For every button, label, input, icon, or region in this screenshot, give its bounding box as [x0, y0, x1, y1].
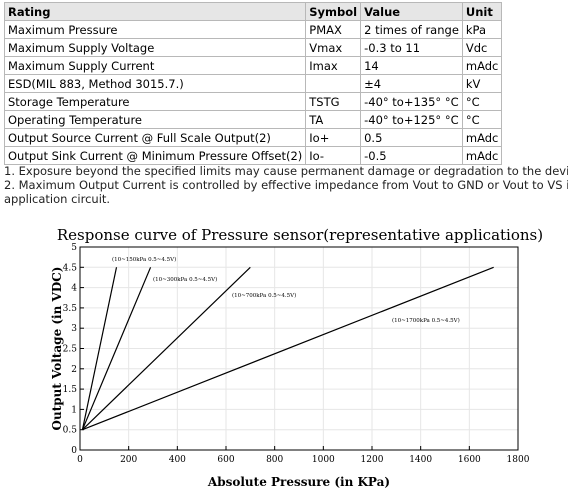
y-tick-label: 3 — [71, 324, 77, 334]
table-cell: PMAX — [305, 20, 362, 39]
plot-frame — [79, 246, 519, 451]
series-line — [82, 266, 494, 431]
x-tick-label: 800 — [266, 455, 283, 465]
table-cell: mAdc — [461, 128, 503, 147]
y-tick-label: 0.5 — [63, 426, 78, 436]
y-tick-label: 1.5 — [63, 385, 78, 395]
header-cell: Rating — [3, 2, 307, 21]
series-label: (10~1700kPa 0.5~4.5V) — [392, 317, 460, 324]
table-cell: °C — [461, 110, 503, 129]
series-line — [81, 267, 118, 430]
table-cell: -40° to+125° °C — [360, 110, 463, 129]
table-cell: Storage Temperature — [3, 92, 307, 111]
x-tick-label: 0 — [77, 455, 83, 465]
table-cell: 14 — [360, 56, 463, 75]
table-cell: Vdc — [461, 38, 503, 57]
y-tick-label: 2 — [71, 365, 77, 375]
table-row: Output Sink Current @ Minimum Pressure O… — [3, 146, 503, 165]
table-cell: Output Source Current @ Full Scale Outpu… — [3, 128, 307, 147]
table-row: Maximum Supply Voltage Vmax -0.3 to 11 Vdc — [3, 38, 503, 57]
table-cell: 0.5 — [360, 128, 463, 147]
y-tick-label: 4 — [71, 284, 77, 294]
table-cell: -0.5 — [360, 146, 463, 165]
table-cell: -0.3 to 11 — [360, 38, 463, 57]
table-cell: TSTG — [305, 92, 362, 111]
x-tick-label: 1800 — [507, 455, 530, 465]
series-label: (10~150kPa 0.5~4.5V) — [112, 256, 176, 263]
table-cell: °C — [461, 92, 503, 111]
ratings-table: Rating Symbol Value Unit Maximum Pressure PMA… — [3, 2, 503, 165]
note: 2. Maximum Output Current is controlled … — [4, 178, 568, 206]
header-cell: Symbol — [305, 2, 362, 21]
x-axis-label: Absolute Pressure (in KPa) — [207, 475, 390, 489]
y-tick-label: 3.5 — [63, 304, 78, 314]
header-cell: Unit — [461, 2, 503, 21]
table-cell: Maximum Supply Current — [3, 56, 307, 75]
table-cell: Vmax — [305, 38, 362, 57]
notes: 1. Exposure beyond the specified limits … — [4, 164, 568, 206]
x-tick-label: 1000 — [312, 455, 335, 465]
y-tick-label: 1 — [71, 405, 77, 415]
chart-title: Response curve of Pressure sensor(repres… — [57, 226, 543, 244]
table-row: ESD(MIL 883, Method 3015.7.) ±4 kV — [3, 74, 503, 93]
table-cell: Io+ — [305, 128, 362, 147]
table-cell: Io- — [305, 146, 362, 165]
x-tick-label: 400 — [169, 455, 186, 465]
table-cell: Operating Temperature — [3, 110, 307, 129]
x-tick-label: 600 — [217, 455, 234, 465]
table-row: Operating Temperature TA -40° to+125° °C °C — [3, 110, 503, 129]
table-cell: kV — [461, 74, 503, 93]
y-tick-label: 5 — [71, 243, 77, 253]
table-cell: mAdc — [461, 146, 503, 165]
x-tick-label: 1400 — [409, 455, 432, 465]
table-row: Maximum Supply Current Imax 14 mAdc — [3, 56, 503, 75]
table-cell: Output Sink Current @ Minimum Pressure O… — [3, 146, 307, 165]
series-label: (10~700kPa 0.5~4.5V) — [232, 292, 296, 299]
table-cell: ±4 — [360, 74, 463, 93]
table-cell: -40° to+135° °C — [360, 92, 463, 111]
table-cell: kPa — [461, 20, 503, 39]
table-cell: TA — [305, 110, 362, 129]
table-cell: Maximum Pressure — [3, 20, 307, 39]
y-tick-label: 0 — [71, 446, 77, 456]
y-tick-label: 4.5 — [63, 263, 78, 273]
table-row: Storage Temperature TSTG -40° to+135° °C °C — [3, 92, 503, 111]
x-tick-label: 1600 — [458, 455, 481, 465]
table-cell: ESD(MIL 883, Method 3015.7.) — [3, 74, 307, 93]
chart: Response curve of Pressure sensor(repres… — [50, 226, 543, 489]
y-tick-label: 2.5 — [63, 345, 78, 355]
series-line — [82, 266, 251, 431]
table-row: Maximum Pressure PMAX 2 times of range kPa — [3, 20, 503, 39]
y-axis-label: Output Voltage (in VDC) — [50, 267, 64, 431]
header-cell: Value — [360, 2, 463, 21]
table-cell: Imax — [305, 56, 362, 75]
table-row: Output Source Current @ Full Scale Outpu… — [3, 128, 503, 147]
x-tick-label: 1200 — [361, 455, 384, 465]
table-cell: 2 times of range — [360, 20, 463, 39]
table-cell: Maximum Supply Voltage — [3, 38, 307, 57]
table-cell — [305, 74, 362, 93]
note: 1. Exposure beyond the specified limits … — [4, 164, 568, 178]
x-tick-label: 200 — [120, 455, 137, 465]
series-label: (10~300kPa 0.5~4.5V) — [153, 276, 217, 283]
table-cell: mAdc — [461, 56, 503, 75]
series-line — [81, 267, 152, 430]
